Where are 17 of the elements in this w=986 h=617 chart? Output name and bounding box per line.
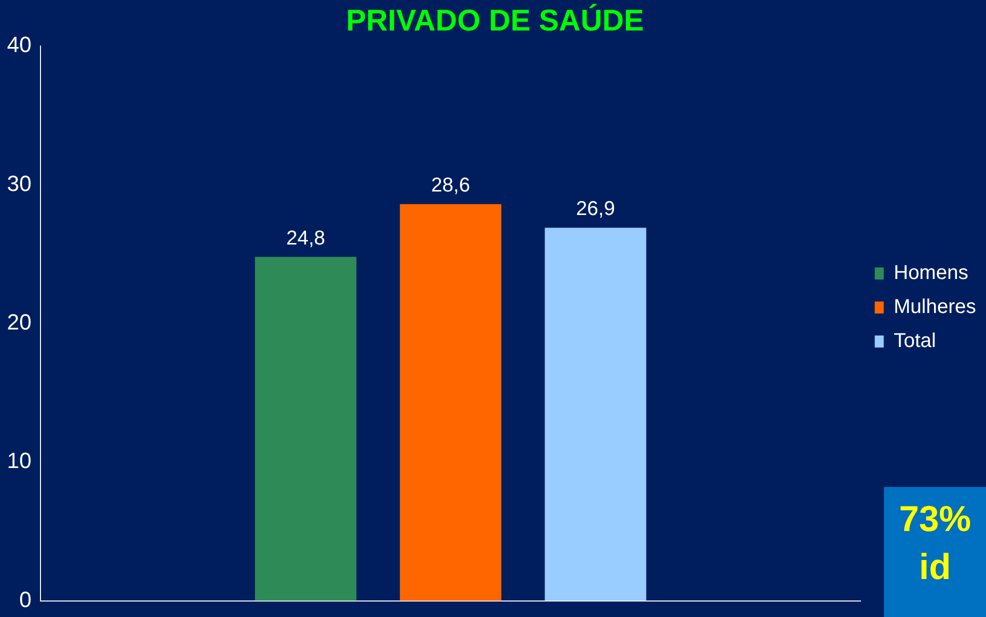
bar [400,204,502,601]
y-tick-label: 30 [6,170,32,196]
text: 73% [898,497,972,541]
y-tick-label: 20 [6,309,32,334]
y-tick-label: 0 [19,586,32,612]
legend-label: Total [894,330,936,352]
bar [544,228,646,601]
data-label: 28,6 [431,174,470,197]
y-tick-label: 10 [6,448,32,474]
legend-label: Mulheres [894,296,976,318]
legend-label: Homens [894,262,968,284]
data-label: 24,8 [286,227,326,250]
y-tick-label: 40 [6,32,32,58]
chart-title: PRIVADO DE SAÚDE [346,3,644,38]
bar [254,256,356,601]
data-label: 26,9 [576,198,615,220]
text: id [918,545,952,589]
